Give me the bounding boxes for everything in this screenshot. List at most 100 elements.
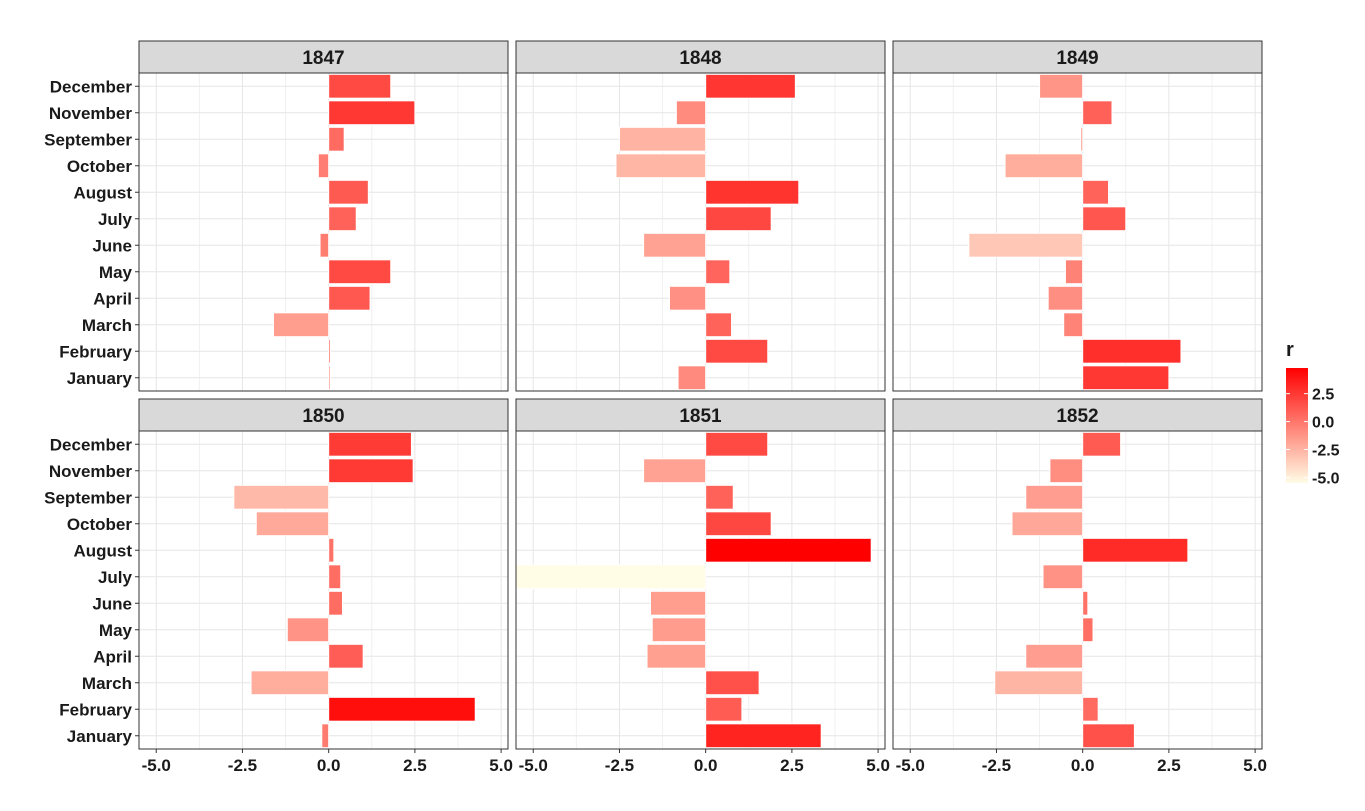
- facet-strip-label: 1850: [302, 406, 344, 427]
- category-label: February: [59, 700, 132, 719]
- bar-1849-august: [1082, 179, 1110, 205]
- x-tick-label: -5.0: [519, 756, 548, 775]
- x-tick-label: 5.0: [1243, 756, 1267, 775]
- bar-1847-february: [328, 338, 331, 364]
- bar-1852-august: [1082, 537, 1189, 563]
- bar-1847-april: [328, 285, 371, 311]
- bar-1850-february: [328, 696, 476, 722]
- panel-border: [138, 72, 509, 392]
- legend-break-label: -2.5: [1312, 443, 1340, 460]
- bar-1849-december: [1039, 73, 1084, 99]
- bar-1849-april: [1047, 285, 1084, 311]
- panel-border: [892, 430, 1263, 750]
- panel-background: [139, 73, 508, 391]
- bar-1847-august: [328, 179, 369, 205]
- bar-1850-january: [321, 723, 330, 749]
- bar-1850-november: [328, 458, 414, 484]
- bar-1852-may: [1082, 617, 1094, 643]
- panel-border: [515, 72, 886, 392]
- category-label: March: [82, 674, 132, 693]
- bar-1851-july: [515, 564, 707, 590]
- category-label: April: [93, 289, 132, 308]
- panel-background: [139, 431, 508, 749]
- facet-strip-label: 1848: [679, 48, 721, 69]
- panel-background: [893, 431, 1262, 749]
- bar-1847-november: [328, 100, 416, 126]
- panel-background: [516, 431, 885, 749]
- legend-break-label: 0.0: [1312, 415, 1334, 432]
- bar-1851-october: [705, 511, 772, 537]
- bar-1850-october: [255, 511, 330, 537]
- bar-1849-march: [1063, 312, 1084, 338]
- panel-border: [892, 72, 1263, 392]
- bar-1850-april: [328, 643, 364, 669]
- panel-border: [138, 430, 509, 750]
- x-tick-label: -2.5: [228, 756, 257, 775]
- bar-1849-february: [1082, 338, 1182, 364]
- bar-1847-january: [328, 365, 331, 391]
- bar-1850-december: [328, 431, 412, 457]
- bar-1851-april: [646, 643, 707, 669]
- facet-strip-label: 1849: [1056, 48, 1098, 69]
- bar-1849-september: [1080, 126, 1084, 152]
- category-label: October: [67, 157, 133, 176]
- category-label: November: [49, 462, 133, 481]
- bar-1852-december: [1082, 431, 1122, 457]
- bar-1848-july: [705, 206, 772, 232]
- bar-1850-august: [328, 537, 335, 563]
- bar-1849-january: [1082, 365, 1170, 391]
- x-tick-label: -5.0: [142, 756, 171, 775]
- bar-1849-june: [968, 232, 1084, 258]
- x-tick-label: 0.0: [694, 756, 718, 775]
- facet-strip: [892, 398, 1263, 432]
- category-label: August: [73, 541, 132, 560]
- bar-1847-june: [319, 232, 330, 258]
- bar-1847-december: [328, 73, 392, 99]
- bar-1847-july: [328, 206, 357, 232]
- bar-1851-september: [705, 484, 734, 510]
- category-label: June: [92, 236, 132, 255]
- category-label: September: [44, 488, 132, 507]
- category-label: February: [59, 342, 132, 361]
- x-tick-label: 2.5: [780, 756, 804, 775]
- bar-1848-april: [668, 285, 707, 311]
- bar-1848-november: [675, 100, 707, 126]
- bar-1849-october: [1004, 153, 1084, 179]
- legend-break-label: 2.5: [1312, 387, 1334, 404]
- bar-1851-november: [643, 458, 707, 484]
- bar-1852-october: [1011, 511, 1084, 537]
- bar-1852-september: [1025, 484, 1084, 510]
- bar-1849-july: [1082, 206, 1127, 232]
- category-label: May: [99, 621, 133, 640]
- category-label: April: [93, 647, 132, 666]
- bar-1850-june: [328, 590, 343, 616]
- bar-1852-february: [1082, 696, 1099, 722]
- bar-1852-january: [1082, 723, 1135, 749]
- bar-1847-may: [328, 259, 392, 285]
- bar-1847-march: [272, 312, 330, 338]
- panel-background: [893, 73, 1262, 391]
- category-label: June: [92, 594, 132, 613]
- bar-1852-june: [1082, 590, 1089, 616]
- facet-strip: [515, 40, 886, 74]
- legend-colorbar: [1286, 368, 1308, 483]
- category-label: May: [99, 263, 133, 282]
- bar-1848-march: [705, 312, 733, 338]
- bar-1847-september: [328, 126, 345, 152]
- bar-1851-june: [649, 590, 707, 616]
- bar-1851-february: [705, 696, 743, 722]
- bar-1848-october: [615, 153, 707, 179]
- x-tick-label: -2.5: [982, 756, 1011, 775]
- bar-1848-september: [618, 126, 707, 152]
- bar-1852-july: [1042, 564, 1084, 590]
- legend-title: r: [1286, 339, 1294, 361]
- bar-1848-may: [705, 259, 731, 285]
- bar-1850-september: [233, 484, 330, 510]
- x-tick-label: 0.0: [1071, 756, 1095, 775]
- category-label: March: [82, 316, 132, 335]
- category-label: December: [50, 435, 133, 454]
- bar-1848-december: [705, 73, 796, 99]
- bar-1850-march: [250, 670, 330, 696]
- category-label: October: [67, 515, 133, 534]
